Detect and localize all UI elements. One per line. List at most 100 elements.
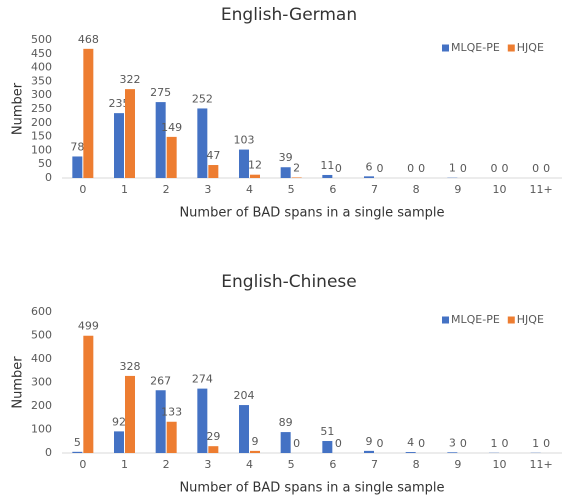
data-label: 3 <box>449 436 456 449</box>
y-tick-label: 300 <box>31 376 52 389</box>
data-label: 29 <box>206 430 220 443</box>
x-tick-label: 11+ <box>530 183 553 196</box>
bar <box>166 136 177 178</box>
data-label: 235 <box>109 97 130 110</box>
bar <box>197 388 208 453</box>
x-tick-label: 5 <box>288 458 295 471</box>
bar <box>250 174 260 178</box>
data-label: 1 <box>491 437 498 450</box>
x-tick-label: 1 <box>121 458 128 471</box>
x-tick-label: 4 <box>246 183 253 196</box>
data-label: 0 <box>543 162 550 175</box>
data-label: 252 <box>192 92 213 105</box>
x-tick-label: 3 <box>204 183 211 196</box>
bar <box>208 446 219 453</box>
data-label: 47 <box>206 149 220 162</box>
y-tick-label: 450 <box>31 47 52 60</box>
y-tick-label: 0 <box>45 171 52 184</box>
data-label: 51 <box>320 425 334 438</box>
data-label: 0 <box>293 437 300 450</box>
bar <box>364 176 374 178</box>
chart-title: English-German <box>221 5 357 25</box>
legend-swatch <box>442 316 449 324</box>
x-tick-label: 10 <box>493 183 507 196</box>
data-label: 149 <box>161 121 182 134</box>
x-tick-label: 0 <box>79 183 86 196</box>
y-axis-label: Number <box>11 82 26 135</box>
data-label: 1 <box>449 162 456 175</box>
y-tick-label: 50 <box>38 157 52 170</box>
bar <box>83 335 94 453</box>
bar <box>114 113 124 178</box>
bar <box>208 165 219 178</box>
x-tick-label: 7 <box>371 183 378 196</box>
data-label: 133 <box>161 406 182 419</box>
bar <box>250 450 260 453</box>
bar <box>83 48 94 178</box>
y-tick-label: 600 <box>31 305 52 318</box>
x-tick-label: 6 <box>329 183 336 196</box>
x-axis-label: Number of BAD spans in a single sample <box>179 206 444 221</box>
data-label: 0 <box>460 437 467 450</box>
x-tick-label: 2 <box>163 458 170 471</box>
y-tick-label: 300 <box>31 88 52 101</box>
bar <box>72 451 83 453</box>
data-label: 267 <box>150 374 171 387</box>
data-label: 0 <box>335 437 342 450</box>
x-tick-label: 5 <box>288 183 295 196</box>
data-label: 92 <box>112 415 126 428</box>
data-label: 0 <box>502 162 509 175</box>
bar <box>155 390 166 453</box>
data-label: 0 <box>418 437 425 450</box>
data-label: 11 <box>320 159 334 172</box>
data-label: 499 <box>78 320 99 333</box>
data-label: 9 <box>252 435 259 448</box>
x-tick-label: 10 <box>493 458 507 471</box>
y-tick-label: 100 <box>31 423 52 436</box>
bar <box>125 89 135 178</box>
legend-text: HJQE <box>517 313 544 326</box>
data-label: 0 <box>407 162 414 175</box>
data-label: 89 <box>279 416 293 429</box>
chart-title: English-Chinese <box>221 272 356 292</box>
bar <box>405 452 416 453</box>
bar <box>447 452 458 453</box>
x-tick-label: 4 <box>246 458 253 471</box>
x-tick-label: 3 <box>204 458 211 471</box>
y-tick-label: 150 <box>31 130 52 143</box>
bar <box>239 405 249 453</box>
data-label: 6 <box>366 160 373 173</box>
x-tick-label: 6 <box>329 458 336 471</box>
y-axis-label: Number <box>11 356 26 409</box>
x-tick-label: 8 <box>413 183 420 196</box>
bar <box>166 421 177 453</box>
y-tick-label: 400 <box>31 61 52 74</box>
data-label: 0 <box>418 162 425 175</box>
bar <box>291 177 302 178</box>
y-tick-label: 0 <box>45 446 52 459</box>
y-tick-label: 500 <box>31 33 52 46</box>
data-label: 0 <box>460 162 467 175</box>
data-label: 9 <box>366 435 373 448</box>
data-label: 0 <box>502 437 509 450</box>
data-label: 274 <box>192 373 213 386</box>
x-tick-label: 11+ <box>530 458 553 471</box>
y-tick-label: 100 <box>31 143 52 156</box>
data-label: 0 <box>335 162 342 175</box>
data-label: 468 <box>78 33 99 46</box>
data-label: 5 <box>74 436 81 449</box>
x-tick-label: 7 <box>371 458 378 471</box>
data-label: 0 <box>377 162 384 175</box>
bar <box>280 432 291 453</box>
x-tick-label: 9 <box>454 183 461 196</box>
bar <box>114 431 124 453</box>
data-label: 0 <box>532 162 539 175</box>
y-tick-label: 250 <box>31 102 52 115</box>
y-tick-label: 500 <box>31 329 52 342</box>
data-label: 322 <box>120 73 141 86</box>
data-label: 275 <box>150 86 171 99</box>
legend-text: MLQE-PE <box>451 41 500 54</box>
data-label: 39 <box>279 151 293 164</box>
data-label: 1 <box>532 437 539 450</box>
